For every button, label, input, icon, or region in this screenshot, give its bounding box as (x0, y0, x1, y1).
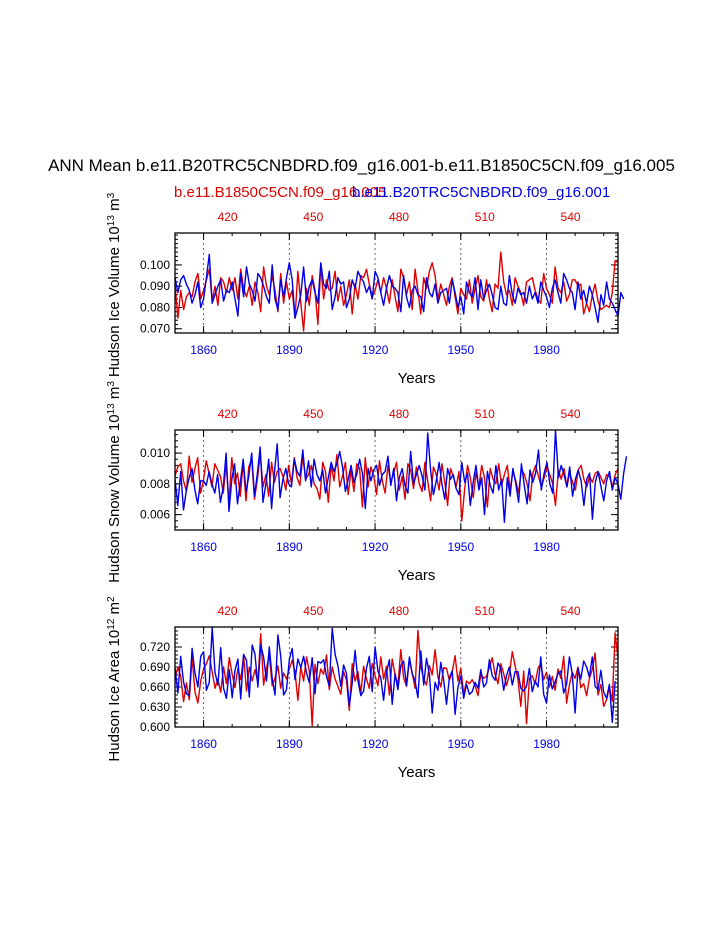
y-tick-label: 0.070 (140, 322, 170, 336)
y-tick-label: 0.090 (140, 279, 170, 293)
legend-blue-label: b.e11.B20TRC5CNBDRD.f09_g16.001 (352, 184, 611, 201)
x-axis-label: Years (398, 764, 436, 781)
x-axis-label: Years (398, 370, 436, 387)
top-tick-label: 510 (475, 604, 495, 618)
bottom-tick-label: 1860 (190, 343, 217, 357)
bottom-tick-label: 1920 (362, 540, 389, 554)
bottom-tick-label: 1980 (533, 540, 560, 554)
y-tick-label: 0.720 (140, 640, 170, 654)
chart-title: ANN Mean b.e11.B20TRC5CNBDRD.f09_g16.001… (48, 156, 675, 175)
bottom-tick-label: 1920 (362, 737, 389, 751)
top-tick-label: 480 (389, 210, 409, 224)
bottom-tick-label: 1950 (447, 343, 474, 357)
bottom-tick-label: 1890 (276, 540, 303, 554)
bottom-tick-label: 1980 (533, 737, 560, 751)
series-line-blue (174, 627, 616, 723)
panel-1: 1860 420 1890 450 1920 480 1950 510 1980 540 0.070… (106, 192, 625, 387)
top-tick-label: 480 (389, 604, 409, 618)
top-tick-label: 510 (475, 407, 495, 421)
top-tick-label: 480 (389, 407, 409, 421)
bottom-tick-label: 1920 (362, 343, 389, 357)
y-tick-label: 0.600 (140, 720, 170, 734)
bottom-tick-label: 1890 (276, 343, 303, 357)
bottom-tick-label: 1950 (447, 737, 474, 751)
bottom-tick-label: 1890 (276, 737, 303, 751)
series-line-blue (174, 253, 625, 324)
y-tick-label: 0.006 (140, 508, 170, 522)
top-tick-label: 420 (218, 210, 238, 224)
y-tick-label: 0.100 (140, 258, 170, 272)
legend-red-label: b.e11.B1850C5CN.f09_g16.005 (174, 184, 387, 201)
top-tick-label: 450 (303, 210, 323, 224)
y-tick-label: 0.660 (140, 680, 170, 694)
top-tick-label: 540 (561, 604, 581, 618)
y-tick-label: 0.690 (140, 660, 170, 674)
top-tick-label: 420 (218, 604, 238, 618)
bottom-tick-label: 1950 (447, 540, 474, 554)
panel-3: 1860 420 1890 450 1920 480 1950 510 1980 540 0.600… (106, 596, 619, 781)
bottom-tick-label: 1860 (190, 737, 217, 751)
y-tick-label: 0.010 (140, 446, 170, 460)
x-axis-label: Years (398, 567, 436, 584)
y-tick-label: 0.630 (140, 700, 170, 714)
y-axis-label: Hudson Ice Volume 1013 m3 (106, 192, 124, 377)
y-tick-label: 0.080 (140, 300, 170, 314)
y-tick-label: 0.008 (140, 477, 170, 491)
top-tick-label: 450 (303, 604, 323, 618)
series-line-red (174, 251, 619, 332)
panel-2: 1860 420 1890 450 1920 480 1950 510 1980 540 0.006… (106, 381, 628, 584)
plot-frame (174, 626, 619, 728)
series-line-blue (174, 429, 628, 523)
bottom-tick-label: 1860 (190, 540, 217, 554)
top-tick-label: 540 (561, 407, 581, 421)
plot-frame (174, 232, 619, 334)
y-axis-label: Hudson Ice Area 1012 m2 (106, 596, 124, 762)
bottom-tick-label: 1980 (533, 343, 560, 357)
top-tick-label: 420 (218, 407, 238, 421)
y-axis-label: Hudson Snow Volume 1013 m3 (106, 381, 124, 583)
top-tick-label: 540 (561, 210, 581, 224)
series-line-red (174, 453, 619, 522)
top-tick-label: 510 (475, 210, 495, 224)
top-tick-label: 450 (303, 407, 323, 421)
plot-frame (174, 429, 619, 531)
